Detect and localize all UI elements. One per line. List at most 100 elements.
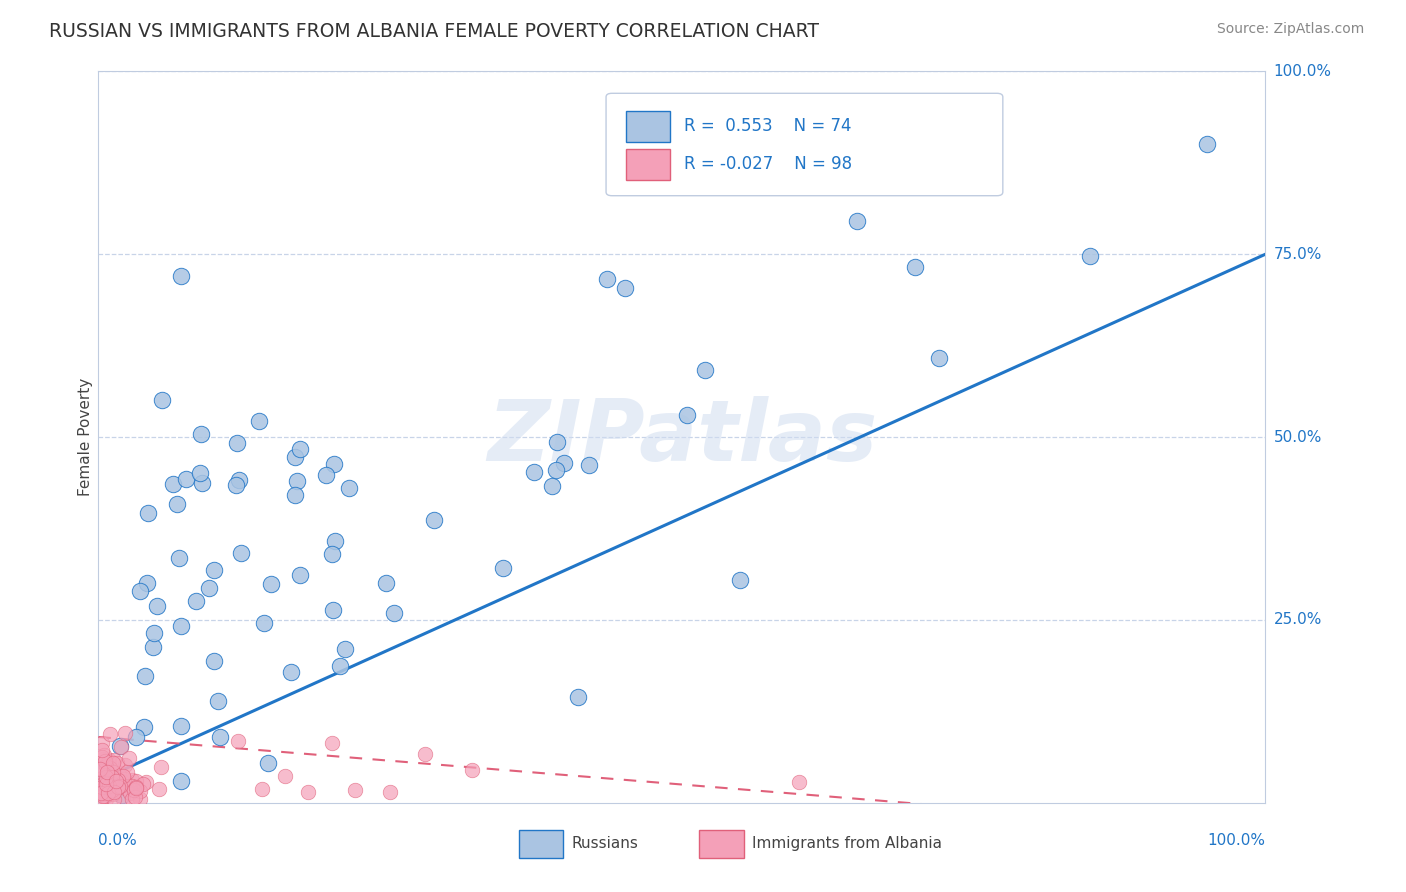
Point	[811, 167, 834, 181]
Point	[121, 780, 143, 794]
Point	[103, 784, 125, 798]
Point	[567, 690, 589, 704]
Point	[1195, 137, 1218, 152]
Point	[91, 789, 114, 804]
Text: 100.0%: 100.0%	[1208, 833, 1265, 848]
Point	[323, 533, 346, 548]
Point	[148, 782, 170, 797]
Point	[94, 770, 117, 784]
Point	[146, 599, 169, 613]
Point	[125, 730, 148, 744]
Point	[229, 546, 252, 560]
Point	[375, 575, 398, 590]
Point	[98, 767, 121, 781]
Point	[413, 747, 436, 761]
Point	[125, 780, 148, 795]
Point	[104, 780, 127, 794]
Point	[96, 765, 118, 780]
Point	[89, 763, 111, 777]
Point	[321, 547, 343, 561]
Point	[257, 756, 280, 771]
Point	[135, 775, 157, 789]
Point	[96, 763, 118, 777]
Point	[112, 792, 135, 806]
FancyBboxPatch shape	[626, 149, 671, 179]
Point	[423, 513, 446, 527]
Point	[274, 769, 297, 783]
Text: R = -0.027    N = 98: R = -0.027 N = 98	[685, 155, 852, 173]
Text: 0.0%: 0.0%	[98, 833, 138, 848]
Point	[676, 408, 699, 422]
Point	[94, 789, 117, 804]
Point	[247, 414, 270, 428]
Point	[198, 582, 221, 596]
Point	[162, 477, 184, 491]
Point	[150, 393, 173, 408]
Point	[103, 777, 125, 791]
Point	[91, 736, 114, 750]
Point	[94, 758, 117, 772]
Point	[97, 764, 120, 779]
Point	[730, 574, 752, 588]
Point	[101, 764, 124, 779]
Point	[207, 694, 229, 708]
Point	[94, 755, 117, 769]
Point	[202, 563, 225, 577]
Point	[228, 473, 250, 487]
Point	[89, 761, 111, 775]
Point	[131, 777, 153, 791]
Point	[91, 777, 114, 791]
Point	[97, 763, 120, 777]
Point	[904, 260, 927, 274]
Point	[98, 772, 121, 787]
Point	[492, 561, 515, 575]
Point	[105, 756, 128, 770]
Point	[225, 477, 247, 491]
Text: 100.0%: 100.0%	[1274, 64, 1331, 78]
Point	[111, 789, 134, 803]
Point	[613, 281, 636, 295]
Point	[174, 472, 197, 486]
Point	[288, 442, 311, 457]
Point	[117, 782, 139, 797]
Point	[150, 760, 173, 774]
Point	[93, 747, 115, 762]
Point	[695, 363, 717, 377]
Point	[578, 458, 600, 473]
Point	[166, 497, 188, 511]
Text: Immigrants from Albania: Immigrants from Albania	[752, 837, 942, 851]
Point	[129, 792, 152, 806]
Point	[380, 785, 402, 799]
Point	[523, 465, 546, 479]
Point	[170, 268, 193, 283]
Point	[284, 450, 307, 464]
Point	[100, 770, 122, 784]
Point	[596, 272, 619, 286]
Text: RUSSIAN VS IMMIGRANTS FROM ALBANIA FEMALE POVERTY CORRELATION CHART: RUSSIAN VS IMMIGRANTS FROM ALBANIA FEMAL…	[49, 22, 820, 41]
Point	[928, 351, 950, 366]
Point	[98, 727, 121, 741]
Point	[284, 488, 307, 502]
Point	[190, 426, 212, 441]
Point	[337, 481, 360, 495]
Point	[134, 669, 156, 683]
FancyBboxPatch shape	[606, 94, 1002, 195]
Point	[787, 775, 810, 789]
Point	[191, 475, 214, 490]
Point	[90, 743, 112, 757]
Point	[1080, 250, 1102, 264]
FancyBboxPatch shape	[699, 830, 744, 858]
Point	[97, 786, 120, 800]
Point	[323, 457, 346, 471]
Point	[136, 506, 159, 520]
Point	[329, 658, 352, 673]
Point	[98, 761, 121, 775]
Point	[170, 719, 193, 733]
Point	[333, 642, 356, 657]
Text: 75.0%: 75.0%	[1274, 247, 1322, 261]
Point	[120, 786, 142, 800]
Text: Source: ZipAtlas.com: Source: ZipAtlas.com	[1216, 22, 1364, 37]
Point	[90, 780, 112, 794]
Text: ZIPatlas: ZIPatlas	[486, 395, 877, 479]
Point	[546, 463, 568, 477]
